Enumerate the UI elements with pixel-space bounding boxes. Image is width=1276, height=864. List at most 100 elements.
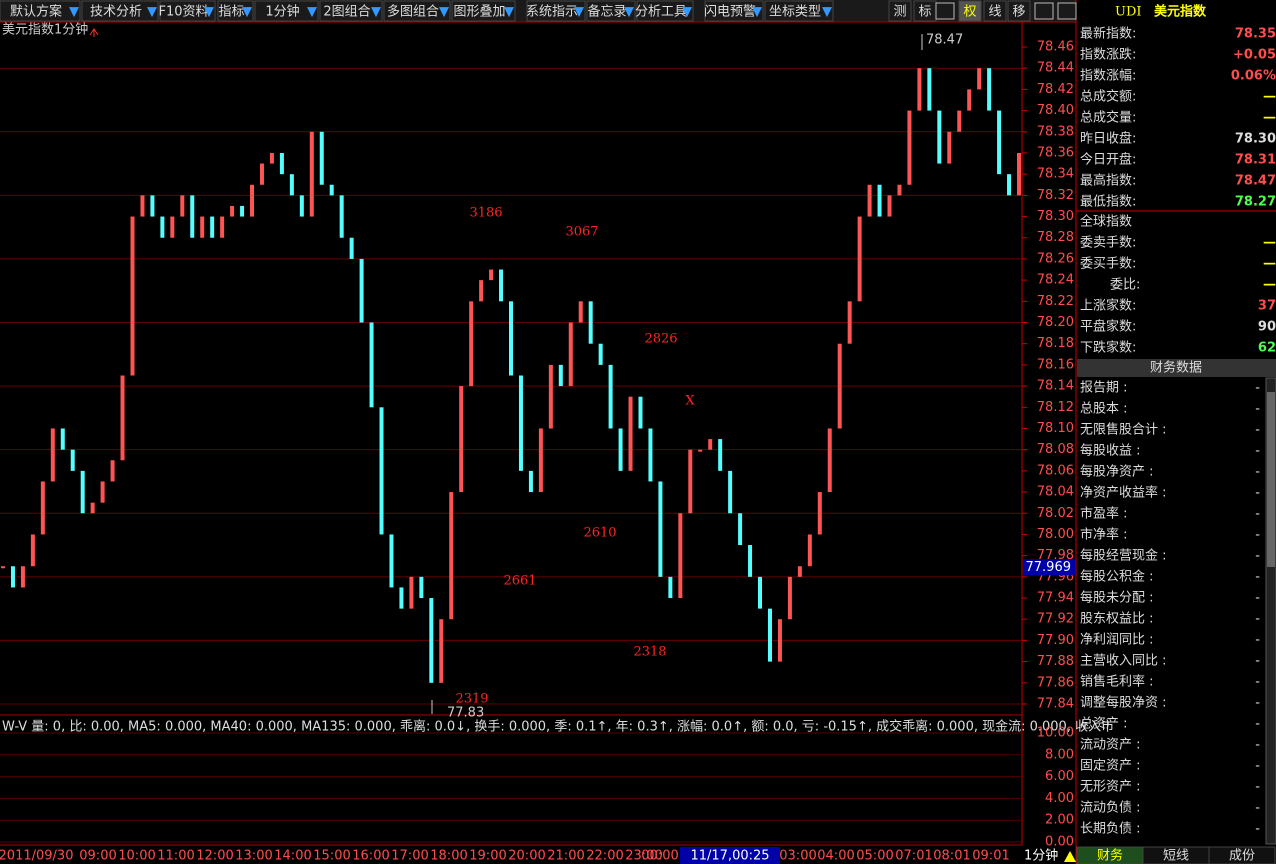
time-label: 17:00 [391, 849, 428, 864]
global-value: 62 [1258, 341, 1276, 356]
period-arrow[interactable] [1064, 851, 1076, 862]
toolbar-button[interactable] [81, 0, 159, 22]
finance-value: - [1255, 612, 1260, 627]
tool-label: 移 [1012, 5, 1025, 20]
toolbar-button[interactable] [0, 0, 81, 22]
time-label: 11:00 [157, 849, 194, 864]
quote-label: 今日开盘: [1080, 152, 1136, 168]
time-label: 09:01 [972, 849, 1009, 864]
toolbar-label: 备忘录 [587, 4, 626, 20]
finance-value: - [1255, 801, 1260, 816]
global-value: — [1263, 278, 1276, 293]
icon-button[interactable] [935, 2, 955, 20]
candle [140, 195, 145, 217]
y-tick-label: 78.38 [1037, 124, 1074, 139]
candle [827, 428, 832, 493]
tool-label: 权 [963, 4, 976, 20]
tool-button[interactable] [958, 0, 982, 22]
time-label: 2011/09/30 [0, 849, 73, 864]
dropdown-arrow: ▼ [574, 5, 584, 20]
y-tick-label: 78.24 [1037, 273, 1074, 288]
toolbar-button[interactable] [586, 0, 636, 22]
toolbar-button[interactable] [319, 0, 383, 22]
toolbar-label: 2图组合 [323, 5, 370, 20]
candle [180, 195, 185, 217]
y-tick-label: 78.18 [1037, 336, 1074, 351]
candle [658, 481, 663, 577]
y-tick-label: 6.00 [1045, 769, 1074, 784]
time-label: 04:00 [817, 849, 854, 864]
time-label: 16:00 [352, 849, 389, 864]
candle [957, 110, 962, 132]
candle [847, 301, 852, 344]
y-tick-label: 78.00 [1037, 527, 1074, 542]
candle [20, 566, 25, 588]
scrollbar[interactable] [1265, 377, 1276, 845]
dropdown-arrow: ▼ [504, 5, 514, 20]
icon-button[interactable] [1034, 2, 1054, 20]
candle [509, 301, 513, 376]
toolbar-button[interactable] [704, 0, 764, 22]
toolbar-button[interactable] [764, 0, 834, 22]
candle [917, 68, 922, 111]
candle [100, 481, 105, 503]
finance-label: 无限售股合计 : [1080, 422, 1167, 438]
quote-value: 0.06% [1231, 69, 1276, 84]
candle [389, 534, 394, 588]
low-label: 77.83 [447, 706, 484, 721]
high-label: 78.47 [926, 33, 963, 48]
toolbar-label: 1分钟 [265, 4, 299, 20]
candle [60, 428, 65, 450]
finance-value: - [1255, 675, 1260, 690]
y-tick-label: 0.00 [1045, 835, 1074, 850]
candle [120, 375, 125, 461]
y-tick-label: 8.00 [1045, 747, 1074, 762]
icon-button[interactable] [1057, 2, 1077, 20]
finance-value: - [1255, 696, 1260, 711]
candle [598, 343, 603, 365]
candle [90, 502, 95, 514]
candle [250, 184, 255, 217]
finance-label: 市净率 : [1080, 527, 1128, 543]
quote-label: 最新指数: [1080, 26, 1136, 42]
dropdown-arrow: ▼ [307, 5, 317, 20]
toolbar-button[interactable] [383, 0, 451, 22]
candle [738, 513, 743, 546]
toolbar-button[interactable] [254, 0, 319, 22]
time-label: 18:00 [430, 849, 467, 864]
global-label: 委比: [1110, 278, 1140, 293]
tool-label: 测 [893, 5, 906, 20]
candle [987, 68, 992, 111]
tool-button[interactable] [983, 0, 1007, 22]
toolbar-button[interactable] [636, 0, 694, 22]
candle [907, 110, 912, 185]
candle [110, 460, 115, 482]
finance-value: - [1255, 507, 1260, 522]
scroll-thumb[interactable] [1267, 392, 1275, 567]
finance-value: - [1255, 465, 1260, 480]
finance-value: - [1255, 780, 1260, 795]
candle [379, 407, 384, 535]
y-tick-label: 78.42 [1037, 82, 1074, 97]
tool-button[interactable] [888, 0, 912, 22]
tool-button[interactable] [1007, 0, 1031, 22]
toolbar-button[interactable] [451, 0, 516, 22]
toolbar-button[interactable] [159, 0, 216, 22]
finance-label: 报告期 : [1080, 381, 1128, 396]
toolbar-button[interactable] [526, 0, 586, 22]
finance-value: - [1255, 528, 1260, 543]
candle [469, 301, 474, 387]
toolbar-label: 图形叠加 [453, 5, 505, 20]
tab[interactable] [1208, 846, 1276, 864]
candle [777, 619, 782, 662]
candle [449, 492, 454, 620]
toolbar-label: 闪电预警 [704, 4, 756, 20]
finance-label: 每股未分配 : [1080, 590, 1154, 606]
dropdown-arrow: ▼ [204, 5, 214, 20]
annotation: 2318 [633, 645, 666, 660]
global-value: — [1263, 236, 1276, 251]
finance-label: 流动资产 : [1080, 738, 1141, 753]
quote-value: 78.35 [1235, 27, 1276, 42]
toolbar-button[interactable] [217, 0, 254, 22]
candle [329, 184, 334, 196]
